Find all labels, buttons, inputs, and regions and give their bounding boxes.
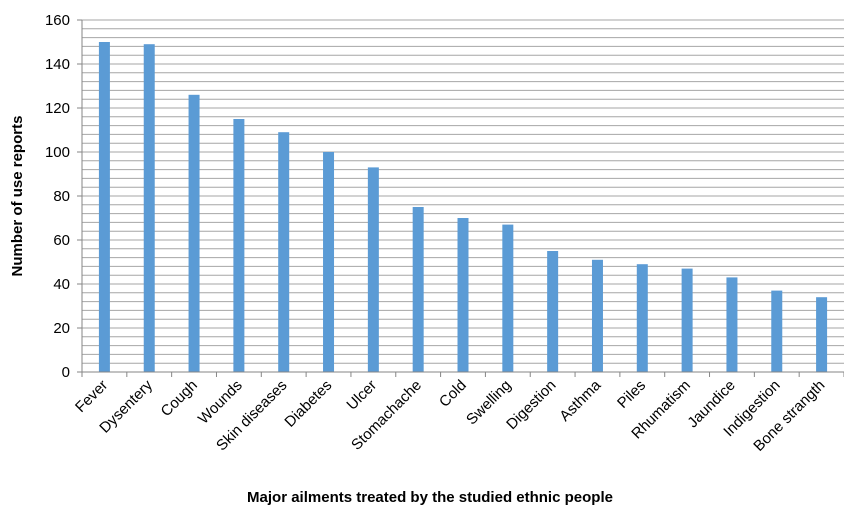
y-tick-label: 160: [45, 12, 70, 29]
x-tick-label: Fever: [72, 377, 111, 416]
y-tick-labels: 0 20 40 60 80 100 120 140 160: [45, 12, 70, 381]
bar-digestion: [547, 251, 559, 372]
bar-piles: [636, 264, 648, 372]
bar-diabetes: [323, 152, 335, 372]
y-tick-label: 120: [45, 100, 70, 117]
bar-skin-diseases: [278, 132, 290, 372]
y-axis-title: Number of use reports: [9, 116, 26, 277]
y-tick-label: 140: [45, 56, 70, 73]
x-tick-label: Diabetes: [281, 377, 335, 431]
bar-fever: [98, 42, 110, 372]
x-tick-label: Piles: [614, 377, 649, 412]
bar-wounds: [233, 119, 245, 372]
bars: [98, 42, 828, 373]
y-tick-label: 100: [45, 144, 70, 161]
x-tick-label: Cough: [158, 377, 201, 420]
y-tick-label: 20: [53, 320, 70, 337]
bar-swelling: [502, 224, 514, 372]
bar-ulcer: [367, 167, 379, 372]
y-tick-label: 80: [53, 188, 70, 205]
bar-bone-strangth: [816, 297, 828, 372]
x-tick-label: Asthma: [556, 376, 604, 424]
x-axis-title: Major ailments treated by the studied et…: [247, 489, 613, 506]
bar-stomachache: [412, 207, 424, 372]
bar-cold: [457, 218, 469, 372]
x-tick-label: Digestion: [503, 377, 559, 433]
bar-jaundice: [726, 277, 738, 372]
bar-cough: [188, 94, 200, 373]
bar-indigestion: [771, 290, 783, 372]
bar-rhumatism: [681, 268, 693, 372]
bar-asthma: [591, 259, 603, 372]
bar-dysentery: [143, 44, 155, 372]
y-tick-label: 40: [53, 276, 70, 293]
y-tick-label: 60: [53, 232, 70, 249]
x-tick-label: Ulcer: [343, 377, 380, 414]
x-tick-label: Cold: [436, 377, 470, 411]
axes: [77, 19, 844, 377]
y-tick-label: 0: [62, 364, 70, 381]
